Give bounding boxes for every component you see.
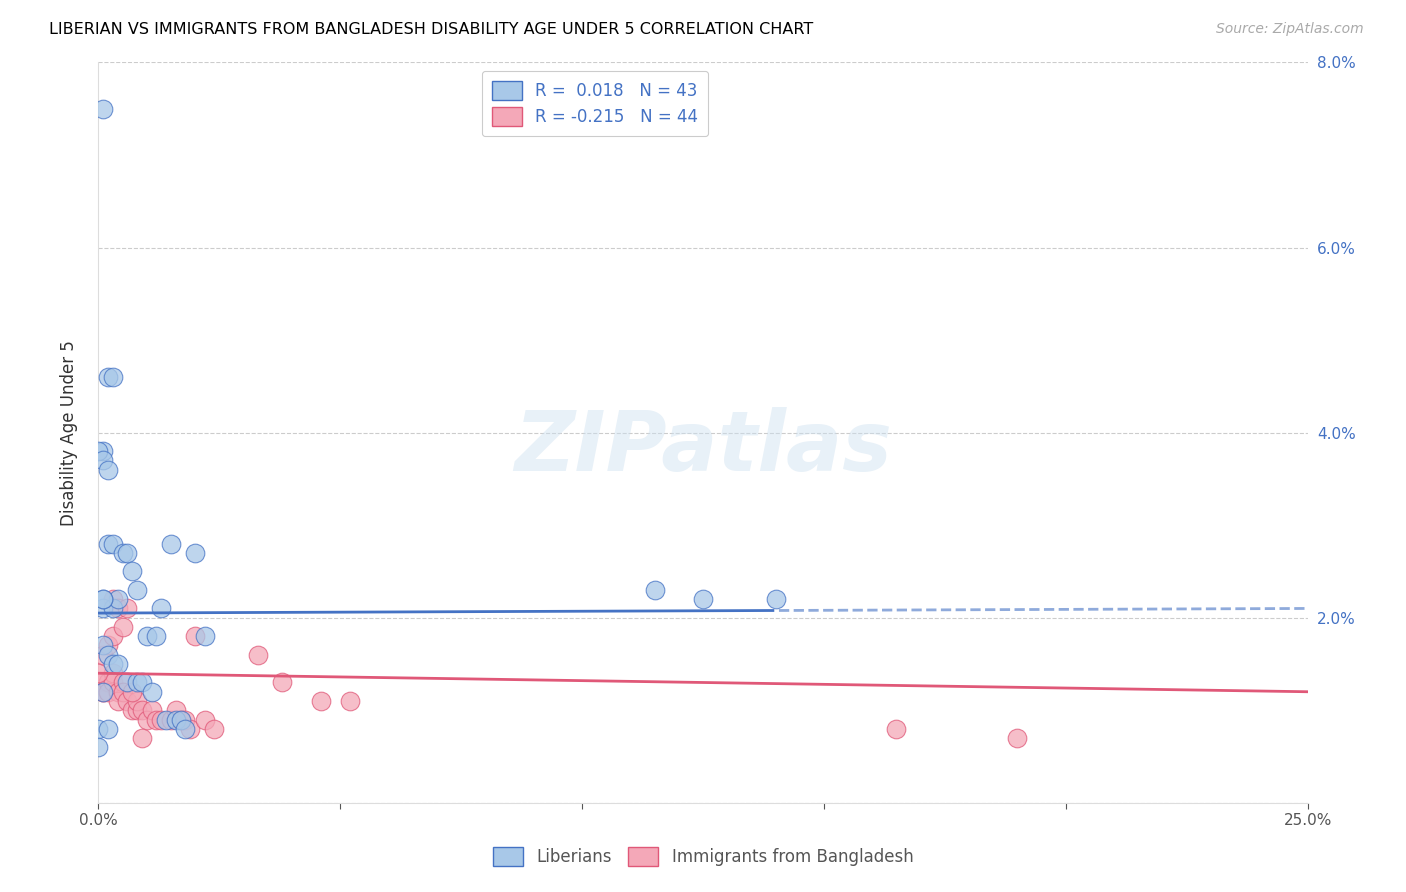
Point [91,444,114,458]
Point [97,722,120,736]
Point [174,722,197,736]
Point [91,639,114,653]
Point [97,639,120,653]
Point [111,675,134,690]
Point [87,722,110,736]
Point [101,370,124,384]
Point [121,685,143,699]
Legend: Liberians, Immigrants from Bangladesh: Liberians, Immigrants from Bangladesh [482,837,924,876]
Point [91,592,114,607]
Point [101,657,124,671]
Point [155,713,177,727]
Point [1007,731,1029,745]
Point [165,713,187,727]
Point [174,713,197,727]
Point [145,713,167,727]
Point [111,620,134,634]
Point [97,685,120,699]
Point [169,713,191,727]
Point [107,694,129,708]
Point [101,629,124,643]
Point [87,444,110,458]
Point [165,703,187,717]
Point [101,536,124,550]
Point [644,582,666,597]
Point [97,648,120,662]
Point [179,722,201,736]
Point [91,592,114,607]
Point [101,601,124,615]
Point [692,592,714,607]
Point [135,629,157,643]
Point [127,703,149,717]
Point [184,546,207,560]
Point [87,740,110,755]
Point [111,546,134,560]
Point [247,648,270,662]
Point [145,629,167,643]
Point [204,722,226,736]
Point [107,657,129,671]
Point [131,731,153,745]
Text: LIBERIAN VS IMMIGRANTS FROM BANGLADESH DISABILITY AGE UNDER 5 CORRELATION CHART: LIBERIAN VS IMMIGRANTS FROM BANGLADESH D… [49,22,814,37]
Point [91,102,114,116]
Point [121,565,143,579]
Point [184,629,207,643]
Point [127,582,149,597]
Point [107,601,129,615]
Point [107,592,129,607]
Point [150,713,173,727]
Point [160,713,183,727]
Y-axis label: Disability Age Under 5: Disability Age Under 5 [59,340,77,525]
Point [107,685,129,699]
Point [111,685,134,699]
Point [101,675,124,690]
Point [141,703,163,717]
Point [339,694,361,708]
Point [131,675,153,690]
Point [141,685,163,699]
Point [117,694,139,708]
Point [87,675,110,690]
Point [117,546,139,560]
Point [101,666,124,681]
Point [131,703,153,717]
Point [117,601,139,615]
Point [271,675,294,690]
Text: ZIPatlas: ZIPatlas [515,407,891,488]
Point [97,536,120,550]
Point [765,592,787,607]
Point [117,675,139,690]
Point [97,370,120,384]
Point [127,694,149,708]
Text: Source: ZipAtlas.com: Source: ZipAtlas.com [1216,22,1364,37]
Point [169,713,191,727]
Point [97,675,120,690]
Point [101,592,124,607]
Point [91,685,114,699]
Point [121,703,143,717]
Point [91,685,114,699]
Point [91,601,114,615]
Point [194,629,217,643]
Point [127,675,149,690]
Point [91,685,114,699]
Point [135,713,157,727]
Point [160,536,183,550]
Point [150,601,173,615]
Point [91,648,114,662]
Point [97,462,120,476]
Point [886,722,908,736]
Point [91,453,114,467]
Point [309,694,332,708]
Point [87,666,110,681]
Point [194,713,217,727]
